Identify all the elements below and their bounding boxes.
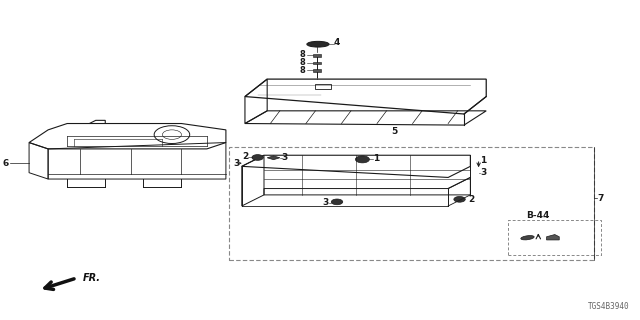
Text: 3: 3 bbox=[282, 153, 288, 162]
Circle shape bbox=[355, 156, 369, 163]
Circle shape bbox=[252, 155, 264, 160]
Text: 2: 2 bbox=[468, 196, 474, 204]
Text: 1: 1 bbox=[480, 156, 486, 164]
Text: 1: 1 bbox=[373, 154, 380, 163]
Bar bbox=[313, 54, 321, 57]
Text: 3: 3 bbox=[323, 198, 329, 207]
Text: B-44: B-44 bbox=[527, 211, 550, 220]
Text: 8: 8 bbox=[300, 58, 305, 67]
Polygon shape bbox=[547, 235, 559, 240]
Text: 3: 3 bbox=[480, 168, 486, 177]
Text: 6: 6 bbox=[3, 159, 9, 168]
Text: 8: 8 bbox=[300, 66, 305, 75]
Circle shape bbox=[454, 196, 465, 202]
Ellipse shape bbox=[521, 236, 534, 240]
Polygon shape bbox=[267, 156, 280, 160]
Text: 2: 2 bbox=[242, 152, 248, 161]
Circle shape bbox=[332, 199, 343, 205]
Text: 8: 8 bbox=[300, 51, 305, 60]
Bar bbox=[229, 147, 594, 260]
Text: FR.: FR. bbox=[83, 273, 101, 283]
Text: 3: 3 bbox=[234, 159, 240, 168]
Bar bbox=[315, 84, 331, 89]
Text: TGS4B3940: TGS4B3940 bbox=[588, 302, 629, 311]
Text: 5: 5 bbox=[391, 127, 397, 136]
Bar bbox=[508, 220, 600, 255]
Text: 4: 4 bbox=[334, 38, 340, 47]
Text: 7: 7 bbox=[597, 194, 604, 203]
Bar bbox=[313, 69, 321, 72]
Bar bbox=[313, 62, 321, 64]
Ellipse shape bbox=[307, 41, 329, 47]
